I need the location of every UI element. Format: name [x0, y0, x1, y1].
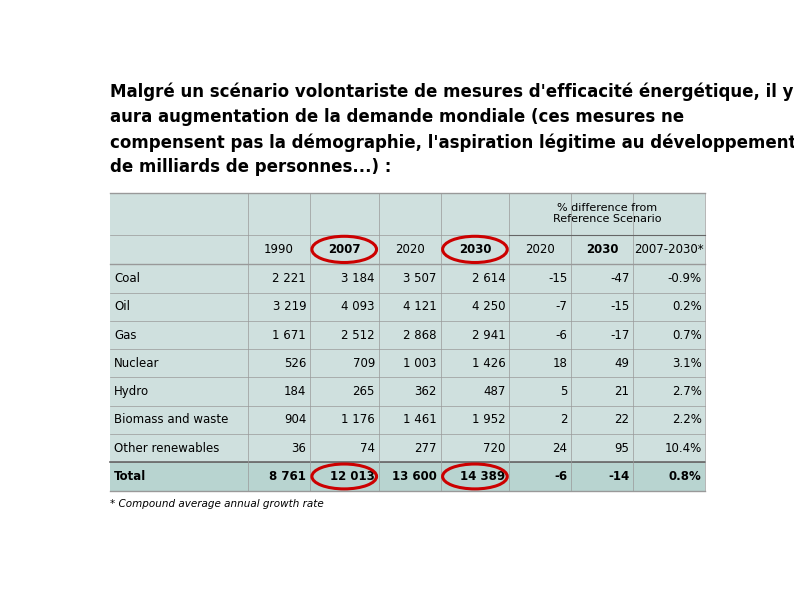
Text: 2007: 2007 — [328, 243, 360, 256]
Text: -6: -6 — [556, 328, 568, 342]
Text: -47: -47 — [610, 272, 630, 285]
Text: 0.8%: 0.8% — [669, 470, 702, 483]
Text: 49: 49 — [615, 357, 630, 370]
Text: 22: 22 — [615, 414, 630, 427]
Text: 95: 95 — [615, 441, 630, 455]
Text: 265: 265 — [353, 385, 375, 398]
Text: 2 221: 2 221 — [272, 272, 306, 285]
Text: 36: 36 — [291, 441, 306, 455]
Text: Nuclear: Nuclear — [114, 357, 160, 370]
Text: 5: 5 — [560, 385, 568, 398]
Text: Gas: Gas — [114, 328, 137, 342]
Text: 2030: 2030 — [586, 243, 619, 256]
Text: 709: 709 — [353, 357, 375, 370]
Text: -17: -17 — [610, 328, 630, 342]
Text: 13 600: 13 600 — [392, 470, 437, 483]
Text: 2.7%: 2.7% — [672, 385, 702, 398]
Text: aura augmentation de la demande mondiale (ces mesures ne: aura augmentation de la demande mondiale… — [110, 108, 684, 126]
Text: 2 614: 2 614 — [472, 272, 506, 285]
Text: 2 941: 2 941 — [472, 328, 506, 342]
Text: Hydro: Hydro — [114, 385, 149, 398]
Text: 3 184: 3 184 — [341, 272, 375, 285]
Text: 1990: 1990 — [264, 243, 294, 256]
Text: 0.7%: 0.7% — [672, 328, 702, 342]
Text: 14 389: 14 389 — [461, 470, 506, 483]
Text: 2020: 2020 — [526, 243, 555, 256]
Text: Coal: Coal — [114, 272, 140, 285]
Text: Other renewables: Other renewables — [114, 441, 219, 455]
Text: 3 219: 3 219 — [272, 300, 306, 313]
Text: compensent pas la démographie, l'aspiration légitime au développement: compensent pas la démographie, l'aspirat… — [110, 133, 794, 152]
Text: -0.9%: -0.9% — [668, 272, 702, 285]
Text: 21: 21 — [615, 385, 630, 398]
Text: 487: 487 — [484, 385, 506, 398]
Text: 2.2%: 2.2% — [672, 414, 702, 427]
Text: Malgré un scénario volontariste de mesures d'efficacité énergétique, il y: Malgré un scénario volontariste de mesur… — [110, 83, 794, 101]
Text: 1 671: 1 671 — [272, 328, 306, 342]
Text: Biomass and waste: Biomass and waste — [114, 414, 229, 427]
Text: 720: 720 — [484, 441, 506, 455]
Text: 8 761: 8 761 — [269, 470, 306, 483]
Text: 18: 18 — [553, 357, 568, 370]
Text: -14: -14 — [608, 470, 630, 483]
Text: 526: 526 — [283, 357, 306, 370]
Text: 2 512: 2 512 — [341, 328, 375, 342]
Text: 2 868: 2 868 — [403, 328, 437, 342]
Text: 24: 24 — [553, 441, 568, 455]
Text: 2: 2 — [560, 414, 568, 427]
Text: 1 003: 1 003 — [403, 357, 437, 370]
Text: Total: Total — [114, 470, 146, 483]
Text: 4 121: 4 121 — [403, 300, 437, 313]
Text: de milliards de personnes...) :: de milliards de personnes...) : — [110, 158, 391, 177]
Text: -7: -7 — [556, 300, 568, 313]
Text: -15: -15 — [611, 300, 630, 313]
Text: 184: 184 — [283, 385, 306, 398]
Bar — [110, 462, 705, 491]
Text: 1 952: 1 952 — [472, 414, 506, 427]
Text: 2007-2030*: 2007-2030* — [634, 243, 704, 256]
Text: 277: 277 — [414, 441, 437, 455]
Text: Oil: Oil — [114, 300, 130, 313]
Text: 4 250: 4 250 — [472, 300, 506, 313]
Text: 74: 74 — [360, 441, 375, 455]
Text: 1 176: 1 176 — [341, 414, 375, 427]
Text: 0.2%: 0.2% — [672, 300, 702, 313]
Text: 904: 904 — [283, 414, 306, 427]
Text: * Compound average annual growth rate: * Compound average annual growth rate — [110, 499, 324, 509]
Text: 2030: 2030 — [459, 243, 491, 256]
Text: 10.4%: 10.4% — [665, 441, 702, 455]
Text: 3.1%: 3.1% — [672, 357, 702, 370]
Text: 2020: 2020 — [395, 243, 425, 256]
Text: -15: -15 — [549, 272, 568, 285]
Text: 1 426: 1 426 — [472, 357, 506, 370]
Text: 362: 362 — [414, 385, 437, 398]
Text: -6: -6 — [554, 470, 568, 483]
Text: 12 013: 12 013 — [330, 470, 375, 483]
Text: 3 507: 3 507 — [403, 272, 437, 285]
Text: 4 093: 4 093 — [341, 300, 375, 313]
Text: 1 461: 1 461 — [403, 414, 437, 427]
Text: % difference from
Reference Scenario: % difference from Reference Scenario — [553, 203, 661, 224]
